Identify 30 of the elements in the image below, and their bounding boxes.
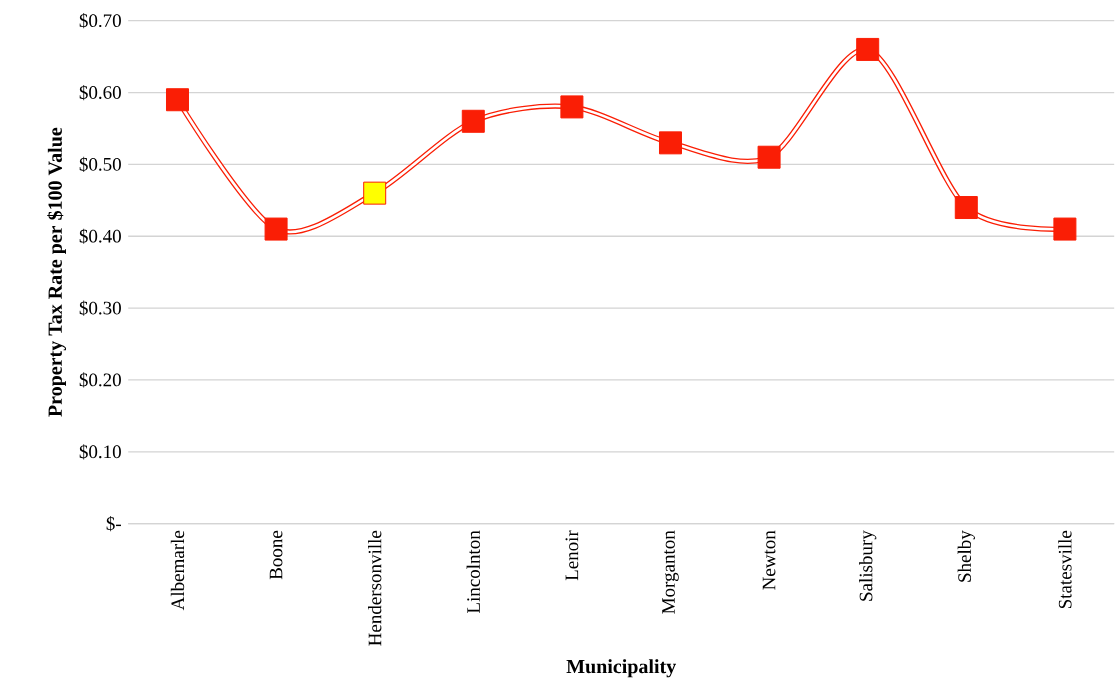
- y-tick-label: $0.10: [79, 444, 121, 460]
- x-axis-title: Municipality: [566, 659, 677, 678]
- point: [363, 181, 387, 205]
- point: [1053, 217, 1077, 241]
- y-tick-label: $0.20: [79, 372, 121, 388]
- point: [461, 109, 485, 133]
- point: [264, 217, 288, 241]
- y-tick-label: $0.50: [79, 156, 121, 173]
- x-tick-label: Statesville: [1058, 530, 1072, 609]
- point: [954, 196, 978, 220]
- x-tick-label: Albemarle: [170, 530, 185, 611]
- y-tick-label: $0.60: [79, 84, 121, 101]
- x-tick-label: Salisbury: [859, 530, 877, 601]
- point: [165, 88, 189, 112]
- y-tick-label: $0.70: [79, 13, 121, 29]
- x-tick-label: Boone: [269, 530, 283, 580]
- point: [658, 131, 682, 155]
- x-tick-label: Shelby: [957, 530, 975, 582]
- y-axis-title: Property Tax Rate per $100 Value: [47, 127, 67, 417]
- y-tick-label: $0.40: [79, 228, 121, 244]
- x-tick-label: Morganton: [662, 530, 679, 614]
- point: [856, 37, 880, 61]
- point: [757, 145, 781, 169]
- x-tick-label: Newton: [762, 530, 776, 590]
- x-tick-label: Lenoir: [565, 530, 579, 581]
- x-tick-label: Lincolnton: [466, 530, 480, 614]
- point: [560, 95, 584, 119]
- x-tick-label: Hendersonville: [368, 530, 382, 646]
- y-tick-label: $0.30: [79, 300, 121, 316]
- y-tick-label: $-: [106, 516, 121, 532]
